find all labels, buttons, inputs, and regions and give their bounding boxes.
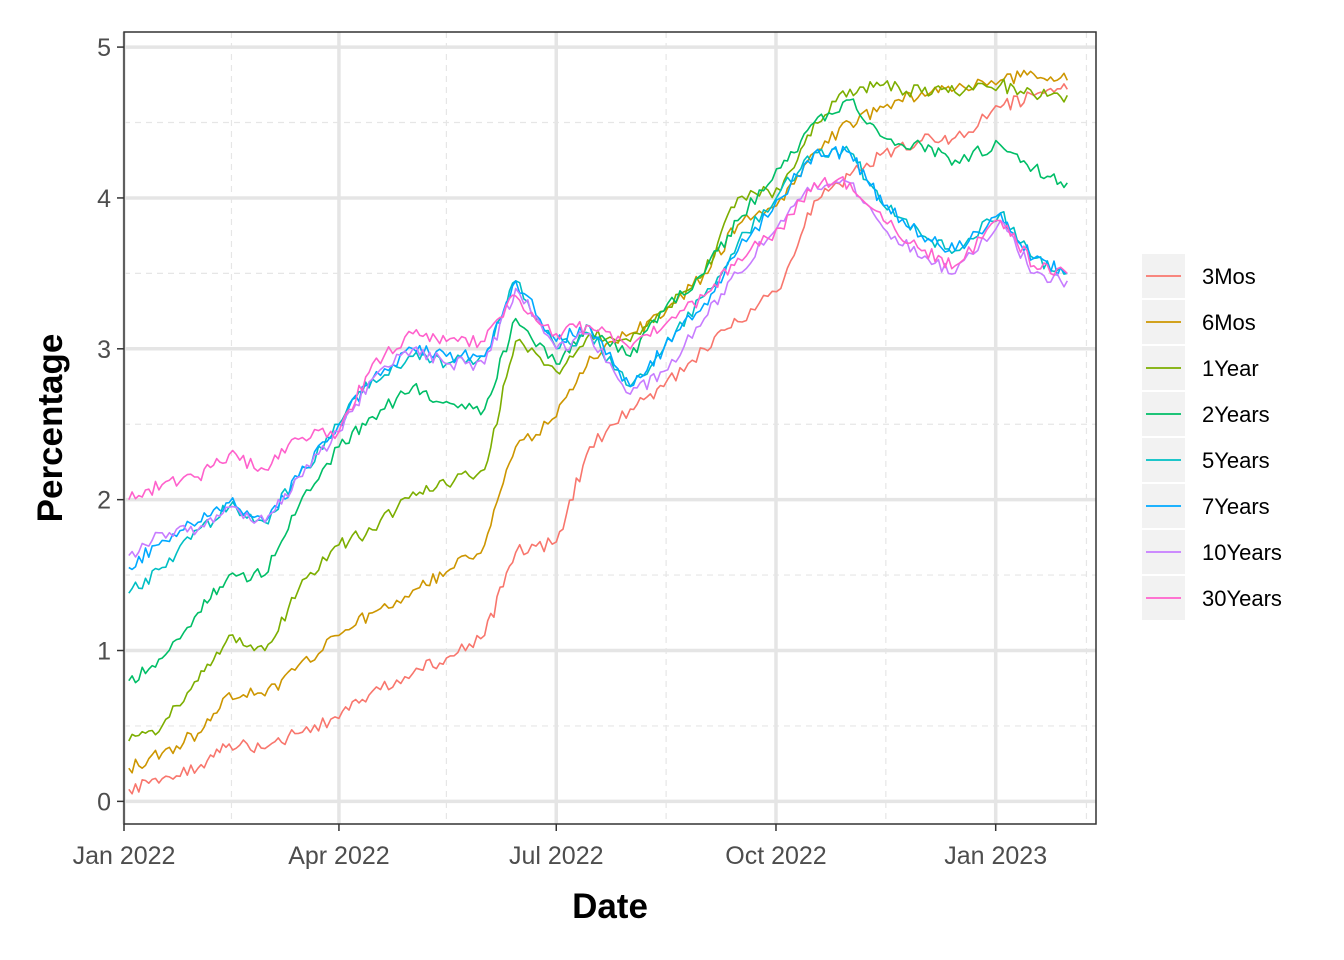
legend-label-2Years: 2Years <box>1202 402 1270 427</box>
legend-label-6Mos: 6Mos <box>1202 310 1256 335</box>
x-tick-label: Jul 2022 <box>509 842 604 870</box>
legend-label-7Years: 7Years <box>1202 494 1270 519</box>
plot-panel <box>124 32 1096 824</box>
y-tick-label: 2 <box>97 487 111 515</box>
series-lines <box>128 69 1069 795</box>
panel-border <box>123 31 1097 825</box>
minor-gridlines <box>124 32 1096 824</box>
legend-label-10Years: 10Years <box>1202 540 1282 565</box>
x-axis: Jan 2022 Apr 2022 Jul 2022 Oct 2022 Jan 2023 <box>73 824 1047 870</box>
legend: 3Mos 6Mos 1Year 2Years 5Years 7Years 10Years 30… <box>1140 252 1282 622</box>
legend-label-1Year: 1Year <box>1202 356 1259 381</box>
x-tick-label: Jan 2022 <box>73 842 176 870</box>
y-tick-label: 1 <box>97 638 111 666</box>
legend-label-5Years: 5Years <box>1202 448 1270 473</box>
x-axis-title: Date <box>572 887 648 926</box>
x-tick-label: Apr 2022 <box>288 842 389 870</box>
y-tick-label: 5 <box>97 34 111 62</box>
series-line-30Years <box>128 176 1068 501</box>
legend-label-30Years: 30Years <box>1202 586 1282 611</box>
y-axis-title: Percentage <box>31 334 70 523</box>
y-tick-label: 0 <box>97 788 111 816</box>
x-tick-label: Jan 2023 <box>944 842 1047 870</box>
y-tick-label: 3 <box>97 336 111 364</box>
x-tick-label: Oct 2022 <box>725 842 826 870</box>
series-line-10Years <box>128 178 1068 558</box>
y-axis: 0 1 2 3 4 5 <box>97 34 124 816</box>
series-line-6Mos <box>128 69 1069 774</box>
y-tick-label: 4 <box>97 185 111 213</box>
legend-label-3Mos: 3Mos <box>1202 264 1256 289</box>
